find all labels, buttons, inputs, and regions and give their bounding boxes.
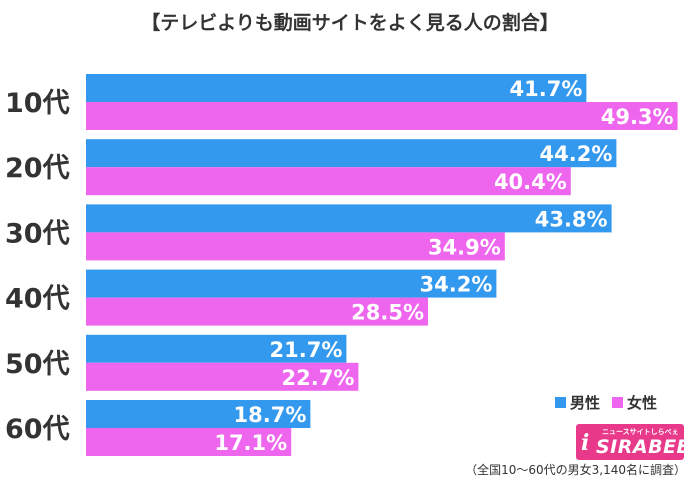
bar-female xyxy=(86,102,678,130)
category-label: 20代 xyxy=(5,153,70,184)
data-label: 21.7% xyxy=(270,338,343,362)
data-label: 18.7% xyxy=(234,403,307,427)
data-label: 40.4% xyxy=(494,170,567,194)
chart-title: 【テレビよりも動画サイトをよく見る人の割合】 xyxy=(141,12,559,34)
bar-male xyxy=(86,204,612,233)
legend: 男性 女性 xyxy=(551,390,662,415)
logo-name: SIRABEE xyxy=(596,436,684,458)
footnote: （全国10～60代の男女3,140名に調査） xyxy=(465,463,686,477)
bar-male xyxy=(86,400,311,428)
category-label: 10代 xyxy=(5,88,70,119)
logo-tagline: ニュースサイトしらべぇ xyxy=(602,428,679,436)
logo-mark-icon: i xyxy=(581,430,590,456)
data-label: 34.9% xyxy=(428,235,501,259)
data-label: 49.3% xyxy=(601,105,674,129)
bar-female xyxy=(86,428,292,456)
data-label: 41.7% xyxy=(510,77,583,101)
bar-male xyxy=(86,334,347,363)
legend-label-male: 男性 xyxy=(570,394,601,412)
bar-female xyxy=(86,167,571,196)
category-label: 60代 xyxy=(5,414,70,445)
category-label: 40代 xyxy=(5,284,70,315)
legend-item-male: 男性 xyxy=(555,392,600,413)
data-label: 17.1% xyxy=(214,431,287,455)
category-label: 50代 xyxy=(5,349,70,380)
data-label: 34.2% xyxy=(420,273,493,297)
bar-male xyxy=(86,139,617,168)
sirabee-logo: i ニュースサイトしらべぇ SIRABEE xyxy=(576,424,684,460)
bar-female xyxy=(86,232,505,261)
legend-item-female: 女性 xyxy=(612,392,657,413)
legend-swatch-female xyxy=(612,397,624,408)
data-label: 43.8% xyxy=(535,207,608,231)
category-label: 30代 xyxy=(5,218,70,249)
data-label: 22.7% xyxy=(282,366,355,390)
bar-male xyxy=(86,269,497,298)
bar-female xyxy=(86,362,359,391)
bar-female xyxy=(86,297,428,326)
data-label: 28.5% xyxy=(351,301,424,325)
bar-male xyxy=(86,74,587,102)
legend-swatch-male xyxy=(555,397,566,408)
legend-label-female: 女性 xyxy=(627,394,658,412)
data-label: 44.2% xyxy=(540,142,613,166)
